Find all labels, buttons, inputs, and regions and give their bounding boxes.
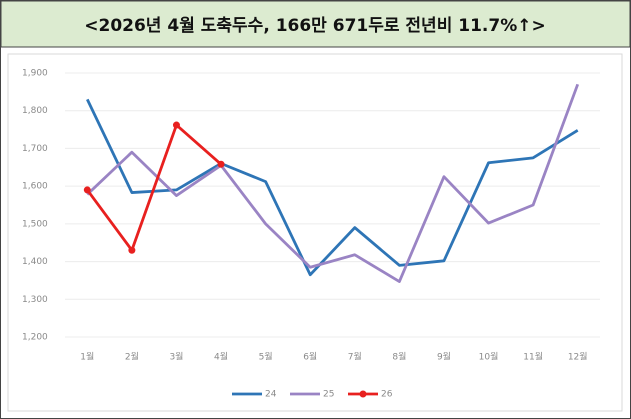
x-tick-label: 9월 [437,351,451,363]
title-bar [0,0,631,48]
x-tick-label: 8월 [392,351,406,363]
plot-frame [7,53,623,412]
series-line [86,98,579,277]
y-tick-label: 1,600 [22,182,48,192]
x-tick-label: 5월 [259,351,273,363]
x-tick-label: 6월 [303,351,317,363]
x-tick-label: 2월 [125,351,139,363]
point-marker [128,246,136,254]
x-tick-label: 10월 [479,351,499,363]
point-marker [172,121,180,129]
x-tick-label: 12월 [568,351,588,363]
legend-marker [359,390,367,398]
y-tick-label: 1,800 [22,106,48,116]
x-tick-label: 3월 [169,351,183,363]
series-line [86,83,580,283]
y-tick-label: 1,900 [22,69,48,79]
legend-label: 26 [381,390,393,400]
x-tick-label: 7월 [348,351,362,363]
x-tick-label: 4월 [214,351,228,363]
y-tick-label: 1,400 [22,257,48,267]
y-tick-label: 1,300 [22,295,48,305]
y-tick-label: 1,200 [22,333,48,343]
x-tick-label: 11월 [523,351,543,363]
legend-label: 25 [323,390,334,400]
y-tick-label: 1,700 [22,144,48,154]
chart-title: <2026년 4월 도축두수, 166만 671두로 전년비 11.7%↑> [84,16,545,36]
legend-label: 24 [265,390,277,400]
series-line [86,123,222,252]
point-marker [83,186,91,194]
x-tick-label: 1월 [80,351,94,363]
y-tick-label: 1,500 [22,219,48,229]
point-marker [217,160,225,168]
